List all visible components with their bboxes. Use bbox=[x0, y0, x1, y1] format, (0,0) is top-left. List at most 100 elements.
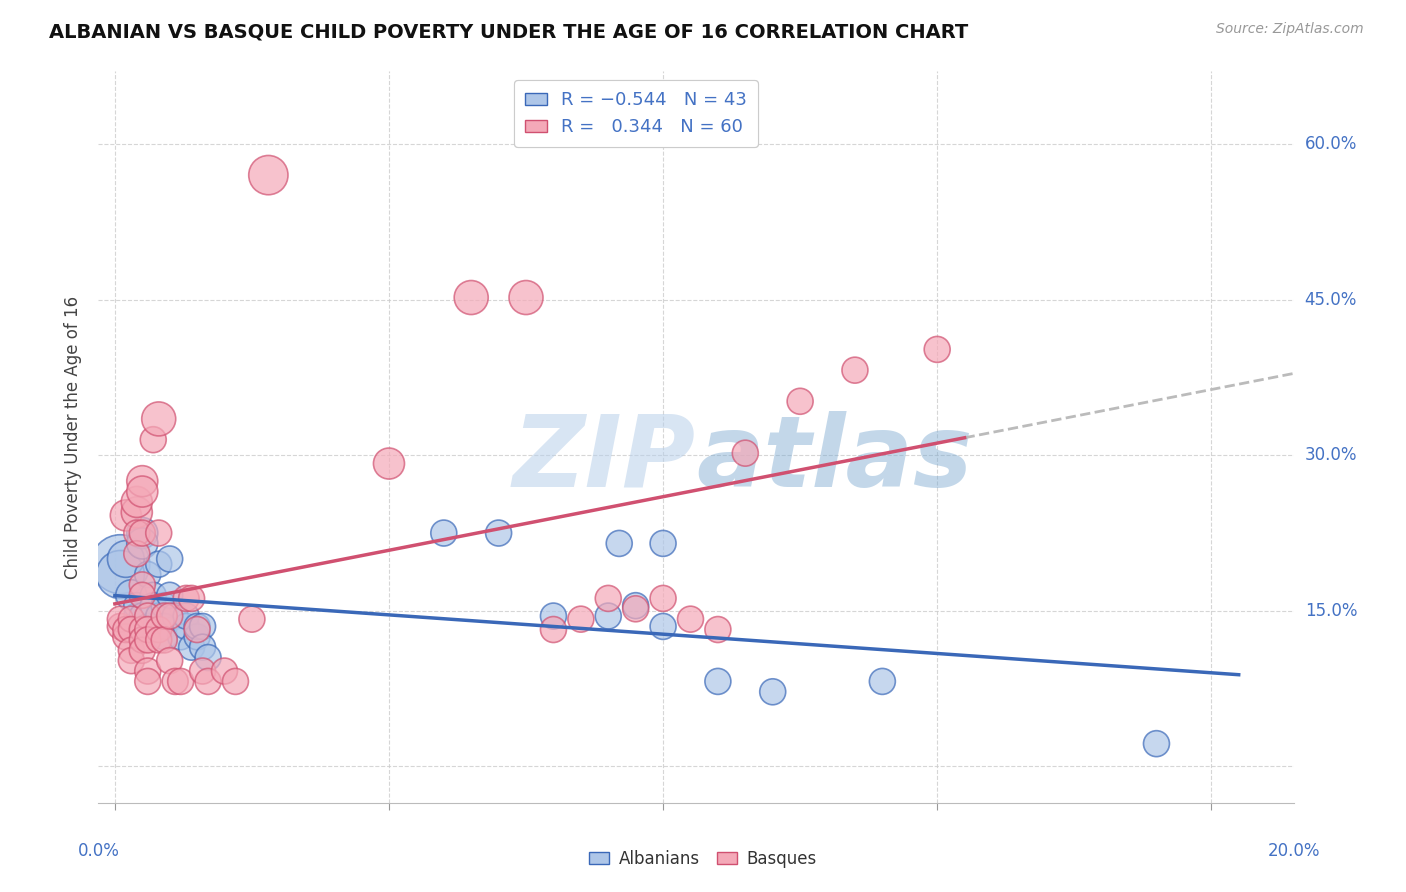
Point bbox=[844, 363, 866, 377]
Text: 30.0%: 30.0% bbox=[1305, 446, 1357, 464]
Legend: R = −0.544   N = 43, R =   0.344   N = 60: R = −0.544 N = 43, R = 0.344 N = 60 bbox=[515, 80, 758, 147]
Point bbox=[197, 650, 219, 665]
Point bbox=[131, 474, 153, 488]
Point bbox=[131, 609, 153, 624]
Point bbox=[131, 578, 153, 592]
Point bbox=[180, 591, 202, 606]
Point bbox=[114, 552, 136, 566]
Point bbox=[180, 640, 202, 655]
Point bbox=[142, 588, 165, 602]
Point bbox=[120, 588, 142, 602]
Point bbox=[153, 619, 176, 633]
Point bbox=[197, 674, 219, 689]
Point bbox=[257, 168, 280, 182]
Point bbox=[515, 291, 537, 305]
Point bbox=[120, 623, 142, 637]
Point bbox=[927, 343, 949, 357]
Point bbox=[114, 508, 136, 523]
Point bbox=[148, 557, 170, 571]
Text: 0.0%: 0.0% bbox=[77, 842, 120, 860]
Point bbox=[125, 526, 148, 541]
Point bbox=[569, 612, 592, 626]
Point bbox=[224, 674, 246, 689]
Point bbox=[607, 536, 630, 550]
Point bbox=[165, 609, 187, 624]
Point bbox=[131, 484, 153, 499]
Point bbox=[153, 599, 176, 613]
Point bbox=[110, 619, 132, 633]
Point bbox=[148, 632, 170, 647]
Point bbox=[433, 526, 456, 541]
Point bbox=[114, 630, 136, 644]
Point bbox=[872, 674, 894, 689]
Point bbox=[142, 599, 165, 613]
Point bbox=[114, 623, 136, 637]
Point bbox=[460, 291, 482, 305]
Point bbox=[652, 591, 675, 606]
Point bbox=[1146, 737, 1168, 751]
Point bbox=[125, 599, 148, 613]
Point bbox=[174, 609, 197, 624]
Text: ALBANIAN VS BASQUE CHILD POVERTY UNDER THE AGE OF 16 CORRELATION CHART: ALBANIAN VS BASQUE CHILD POVERTY UNDER T… bbox=[49, 22, 969, 41]
Legend: Albanians, Basques: Albanians, Basques bbox=[582, 844, 824, 875]
Point bbox=[120, 612, 142, 626]
Point bbox=[191, 664, 214, 678]
Point bbox=[186, 619, 208, 633]
Point bbox=[153, 609, 176, 624]
Point bbox=[131, 536, 153, 550]
Point bbox=[169, 674, 191, 689]
Point bbox=[543, 609, 565, 624]
Point bbox=[153, 632, 176, 647]
Point bbox=[488, 526, 510, 541]
Point bbox=[707, 674, 730, 689]
Point bbox=[186, 630, 208, 644]
Text: 45.0%: 45.0% bbox=[1305, 291, 1357, 309]
Point bbox=[125, 547, 148, 561]
Y-axis label: Child Poverty Under the Age of 16: Child Poverty Under the Age of 16 bbox=[65, 295, 83, 579]
Point bbox=[136, 623, 159, 637]
Point bbox=[789, 394, 811, 409]
Point bbox=[110, 567, 132, 582]
Point bbox=[169, 630, 191, 644]
Point bbox=[136, 623, 159, 637]
Point bbox=[598, 591, 620, 606]
Point bbox=[136, 664, 159, 678]
Point bbox=[762, 685, 785, 699]
Point bbox=[131, 526, 153, 541]
Point bbox=[131, 526, 153, 541]
Text: atlas: atlas bbox=[696, 410, 973, 508]
Point bbox=[110, 612, 132, 626]
Point bbox=[110, 557, 132, 571]
Point bbox=[186, 623, 208, 637]
Point bbox=[148, 623, 170, 637]
Point bbox=[136, 674, 159, 689]
Text: 15.0%: 15.0% bbox=[1305, 602, 1357, 620]
Point bbox=[598, 609, 620, 624]
Point bbox=[679, 612, 702, 626]
Point bbox=[131, 623, 153, 637]
Point bbox=[174, 619, 197, 633]
Text: Source: ZipAtlas.com: Source: ZipAtlas.com bbox=[1216, 22, 1364, 37]
Point bbox=[707, 623, 730, 637]
Point bbox=[240, 612, 263, 626]
Point bbox=[652, 536, 675, 550]
Point bbox=[131, 588, 153, 602]
Point bbox=[652, 619, 675, 633]
Point bbox=[125, 505, 148, 519]
Point bbox=[125, 495, 148, 509]
Point bbox=[624, 599, 647, 613]
Point bbox=[159, 654, 181, 668]
Text: 20.0%: 20.0% bbox=[1267, 842, 1320, 860]
Point bbox=[125, 609, 148, 624]
Point bbox=[120, 643, 142, 657]
Point bbox=[148, 412, 170, 426]
Point bbox=[136, 632, 159, 647]
Point bbox=[136, 567, 159, 582]
Point bbox=[159, 588, 181, 602]
Point bbox=[159, 609, 181, 624]
Point bbox=[543, 623, 565, 637]
Point bbox=[624, 601, 647, 615]
Point bbox=[191, 640, 214, 655]
Point bbox=[136, 619, 159, 633]
Text: 60.0%: 60.0% bbox=[1305, 135, 1357, 153]
